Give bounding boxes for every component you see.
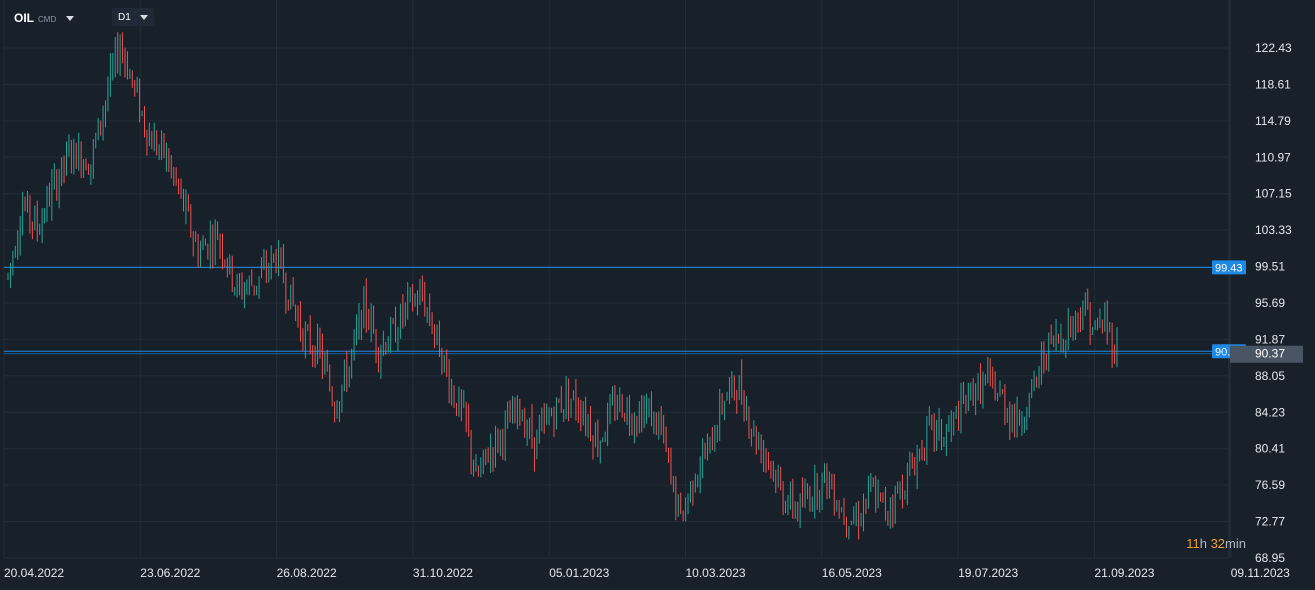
x-tick-label: 05.01.2023 xyxy=(549,566,609,580)
chevron-down-icon[interactable] xyxy=(140,14,148,20)
x-tick-label: 09.11.2023 xyxy=(1231,566,1290,580)
y-tick-label: 76.59 xyxy=(1255,478,1285,492)
x-tick-label: 16.05.2023 xyxy=(822,566,882,580)
y-tick-label: 103.33 xyxy=(1255,223,1292,237)
y-tick-label: 68.95 xyxy=(1255,551,1285,565)
x-tick-label: 20.04.2022 xyxy=(4,566,64,580)
y-tick-label: 99.51 xyxy=(1255,260,1285,274)
current-price-tag xyxy=(1230,345,1303,363)
y-axis: 122.43 118.61 114.79 110.97 107.15 103.33 99.5… xyxy=(1255,41,1292,565)
y-tick-label: 72.77 xyxy=(1255,515,1285,529)
grid-lines xyxy=(3,0,1232,559)
y-tick-label: 91.87 xyxy=(1255,332,1285,346)
candle-timer: 11h 32min xyxy=(1186,536,1246,551)
x-tick-label: 10.03.2023 xyxy=(686,566,746,580)
x-tick-label: 21.09.2023 xyxy=(1094,566,1154,580)
x-tick-label: 23.06.2022 xyxy=(140,566,200,580)
timeframe-label: D1 xyxy=(118,11,131,23)
x-tick-label: 31.10.2022 xyxy=(413,566,473,580)
y-tick-label: 114.79 xyxy=(1255,114,1291,128)
line-price-label: 99.43 xyxy=(1215,262,1243,274)
x-tick-label: 19.07.2023 xyxy=(958,566,1018,580)
exchange-label: CMD xyxy=(38,14,57,24)
timer-minutes: 32 xyxy=(1210,536,1226,551)
y-tick-label: 110.97 xyxy=(1255,150,1291,164)
timer-hours-unit: h xyxy=(1199,536,1207,551)
y-tick-label: 107.15 xyxy=(1255,187,1292,201)
chevron-down-icon[interactable] xyxy=(66,15,75,21)
current-price-label: 90.37 xyxy=(1255,347,1285,361)
line-price-tag xyxy=(1212,260,1246,275)
y-tick-label: 84.23 xyxy=(1255,405,1285,419)
y-tick-label: 88.05 xyxy=(1255,369,1285,383)
x-tick-label: 26.08.2022 xyxy=(277,566,337,580)
x-axis: 20.04.2022 23.06.2022 26.08.2022 31.10.2022… xyxy=(4,566,1290,580)
symbol-name: OIL xyxy=(14,11,34,25)
timeframe-selector[interactable]: D1 xyxy=(112,8,154,26)
symbol-selector[interactable]: OIL CMD xyxy=(14,8,75,28)
ohlc-bars xyxy=(7,32,1118,540)
y-tick-label: 80.41 xyxy=(1255,442,1285,456)
timer-hours: 11 xyxy=(1186,536,1200,551)
y-tick-label: 118.61 xyxy=(1255,77,1291,91)
y-tick-label: 95.69 xyxy=(1255,296,1285,310)
timer-minutes-unit: min xyxy=(1225,536,1246,551)
y-tick-label: 122.43 xyxy=(1255,41,1292,55)
